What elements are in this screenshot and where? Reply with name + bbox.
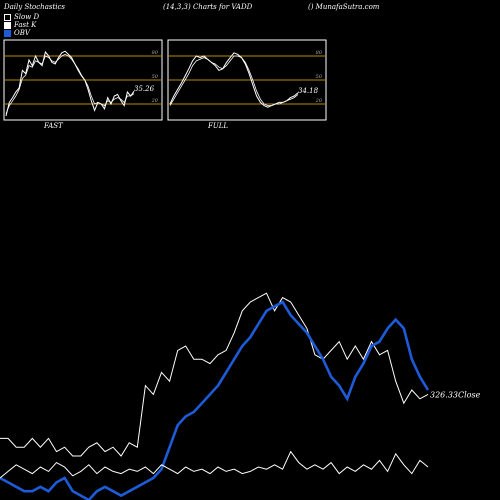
price-line <box>0 292 429 457</box>
fast-last-value-label: 35.26 <box>134 85 155 93</box>
full-level-label-80: 80 <box>316 50 323 56</box>
legend-swatch-slow-d <box>4 13 11 21</box>
legend-label-slow-d: Slow D <box>14 13 40 21</box>
fast-level-label-20: 20 <box>151 98 159 104</box>
chart-title-left: Daily Stochastics <box>4 3 66 11</box>
full-level-label-20: 20 <box>315 98 323 104</box>
obv-line <box>0 300 430 500</box>
legend-swatch-obv <box>4 29 11 37</box>
legend-label-obv: OBV <box>14 29 30 37</box>
legend-slow-d: Slow D <box>4 13 39 21</box>
legend-label-fast-k: Fast K <box>14 21 37 29</box>
fast-series-slow-d <box>5 53 135 114</box>
full-series-slow-d <box>169 55 299 106</box>
fast-level-label-50: 50 <box>152 74 159 80</box>
volume-line <box>0 450 429 479</box>
panel-label-full: FULL <box>208 122 229 130</box>
legend-swatch-fast-k <box>4 21 11 29</box>
full-series-fast-k <box>169 52 299 108</box>
legend-fast-k: Fast K <box>4 21 36 29</box>
chart-title-center: (14,3,3) Charts for VADD <box>163 3 253 11</box>
full-level-label-50: 50 <box>316 74 323 80</box>
fast-level-label-80: 80 <box>152 50 159 56</box>
chart-title-right: () MunafaSutra.com <box>308 3 380 11</box>
close-price-label: 326.33Close <box>430 390 481 399</box>
legend-obv: OBV <box>4 29 30 37</box>
fast-series-fast-k <box>5 50 135 117</box>
panel-label-fast: FAST <box>44 122 63 130</box>
full-last-value-label: 34.18 <box>298 87 319 95</box>
